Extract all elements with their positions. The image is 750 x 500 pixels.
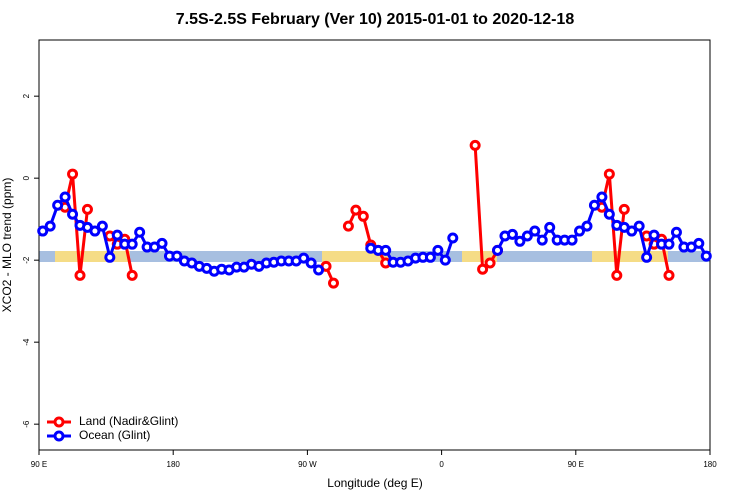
point (477, 263, 489, 275)
point (506, 228, 518, 240)
point (74, 269, 86, 281)
land-band (462, 251, 497, 262)
land-band (55, 251, 130, 262)
land-band (592, 251, 668, 262)
point (171, 250, 183, 262)
point (603, 168, 615, 180)
point (581, 220, 593, 232)
point (492, 244, 504, 256)
point (611, 269, 623, 281)
y-tick-label: 0 (22, 175, 31, 180)
point (469, 139, 481, 151)
point (603, 208, 615, 220)
point (596, 191, 608, 203)
point (626, 225, 638, 237)
x-tick-label: 180 (167, 460, 181, 469)
legend-label: Ocean (Glint) (79, 428, 150, 442)
point (618, 203, 630, 215)
point (342, 220, 354, 232)
point (111, 229, 123, 241)
x-tick-label: 90 E (568, 460, 584, 469)
point (44, 220, 56, 232)
point (81, 203, 93, 215)
point (134, 226, 146, 238)
plot-frame (38, 39, 711, 451)
point (298, 252, 310, 264)
surface-band (39, 251, 710, 262)
point (633, 220, 645, 232)
point (536, 234, 548, 246)
point (566, 234, 578, 246)
point (670, 226, 682, 238)
legend-label: Land (Nadir&Glint) (79, 414, 178, 428)
point (350, 204, 362, 216)
point (59, 191, 71, 203)
point (663, 269, 675, 281)
point (439, 254, 451, 266)
point (89, 225, 101, 237)
point (432, 244, 444, 256)
x-tick-label: 180 (703, 460, 717, 469)
point (663, 238, 675, 250)
point (514, 235, 526, 247)
point (357, 210, 369, 222)
legend-marker (53, 416, 65, 428)
point (588, 199, 600, 211)
point (126, 269, 138, 281)
y-tick-label: -6 (22, 420, 31, 428)
y-tick-label: -2 (22, 256, 31, 264)
point (700, 250, 712, 262)
point (67, 208, 79, 220)
x-tick-label: 90 E (31, 460, 47, 469)
point (641, 251, 653, 263)
y-tick-label: -4 (22, 338, 31, 346)
point (126, 238, 138, 250)
point (484, 257, 496, 269)
point (37, 225, 49, 237)
point (156, 237, 168, 249)
y-tick-label: 2 (22, 93, 31, 98)
x-tick-label: 0 (439, 460, 444, 469)
point (544, 221, 556, 233)
point (521, 230, 533, 242)
point (424, 251, 436, 263)
point (67, 168, 79, 180)
point (104, 251, 116, 263)
point (305, 257, 317, 269)
point (447, 232, 459, 244)
land-band (322, 251, 388, 262)
point (529, 225, 541, 237)
x-axis-label: Longitude (deg E) (327, 476, 422, 490)
point (574, 225, 586, 237)
chart-title: 7.5S-2.5S February (Ver 10) 2015-01-01 t… (176, 11, 575, 28)
point (693, 237, 705, 249)
point (380, 244, 392, 256)
x-tick-label: 90 W (298, 460, 317, 469)
y-axis-label: XCO2 - MLO trend (ppm) (0, 178, 14, 313)
point (313, 264, 325, 276)
point (52, 199, 64, 211)
point (96, 220, 108, 232)
legend-marker (53, 430, 65, 442)
point (327, 277, 339, 289)
point (648, 229, 660, 241)
